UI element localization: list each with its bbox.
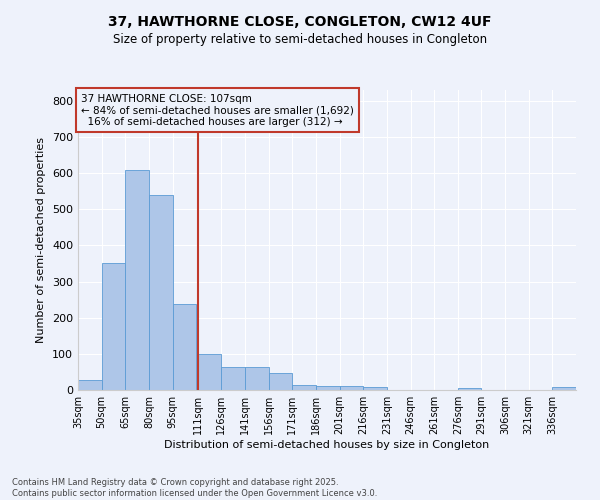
Bar [101,264,125,390]
Text: Size of property relative to semi-detached houses in Congleton: Size of property relative to semi-detach… [113,32,487,46]
Bar [125,170,149,390]
Bar [269,373,292,390]
Y-axis label: Number of semi-detached properties: Number of semi-detached properties [37,137,46,343]
Bar [149,195,173,390]
Bar [458,388,481,390]
X-axis label: Distribution of semi-detached houses by size in Congleton: Distribution of semi-detached houses by … [164,440,490,450]
Bar [363,387,387,390]
Bar [553,387,576,390]
Text: Contains HM Land Registry data © Crown copyright and database right 2025.
Contai: Contains HM Land Registry data © Crown c… [12,478,377,498]
Bar [221,366,245,390]
Text: 37, HAWTHORNE CLOSE, CONGLETON, CW12 4UF: 37, HAWTHORNE CLOSE, CONGLETON, CW12 4UF [108,15,492,29]
Text: 37 HAWTHORNE CLOSE: 107sqm
← 84% of semi-detached houses are smaller (1,692)
  1: 37 HAWTHORNE CLOSE: 107sqm ← 84% of semi… [81,94,354,127]
Bar [78,380,101,390]
Bar [173,304,196,390]
Bar [340,386,363,390]
Bar [198,354,221,390]
Bar [245,366,269,390]
Bar [292,384,316,390]
Bar [316,386,340,390]
